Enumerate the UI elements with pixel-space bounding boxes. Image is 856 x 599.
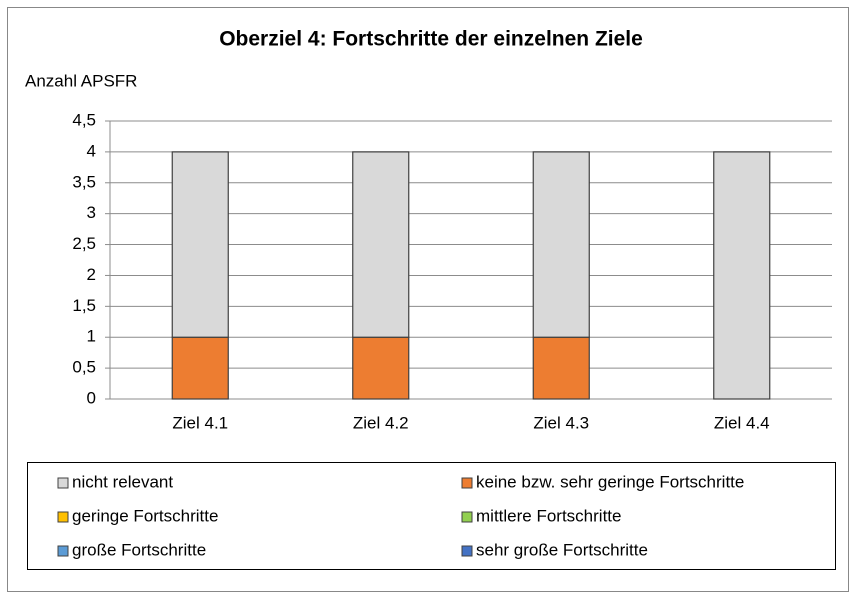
y-tick-label: 4,5 xyxy=(72,110,96,129)
bar-segment xyxy=(171,336,229,400)
bar-segment xyxy=(532,151,590,338)
bar-segment xyxy=(352,151,410,338)
legend-label: geringe Fortschritte xyxy=(72,506,218,525)
y-tick-label: 1,5 xyxy=(72,296,96,315)
x-tick-label: Ziel 4.3 xyxy=(533,413,589,432)
legend-box xyxy=(27,462,836,570)
legend-swatch xyxy=(57,477,69,489)
legend-label: sehr große Fortschritte xyxy=(476,540,648,559)
bar-segment xyxy=(171,151,229,338)
y-tick-label: 0,5 xyxy=(72,358,96,377)
x-tick-label: Ziel 4.1 xyxy=(172,413,228,432)
legend-swatch xyxy=(461,545,473,557)
bar-segment xyxy=(713,151,771,400)
y-tick-label: 3 xyxy=(87,203,96,222)
y-tick-label: 2 xyxy=(87,265,96,284)
bar-segment xyxy=(532,336,590,400)
legend-swatch xyxy=(57,545,69,557)
x-tick-label: Ziel 4.2 xyxy=(353,413,409,432)
legend-swatch xyxy=(57,511,69,523)
legend-label: mittlere Fortschritte xyxy=(476,506,621,525)
chart-title: Oberziel 4: Fortschritte der einzelnen Z… xyxy=(219,28,643,51)
y-tick-label: 0 xyxy=(87,388,96,407)
bar-segment xyxy=(352,336,410,400)
y-tick-label: 1 xyxy=(87,327,96,346)
x-tick-label: Ziel 4.4 xyxy=(714,413,770,432)
y-tick-label: 4 xyxy=(87,141,96,160)
y-tick-label: 2,5 xyxy=(72,234,96,253)
y-axis-label: Anzahl APSFR xyxy=(25,71,137,90)
y-tick-label: 3,5 xyxy=(72,172,96,191)
legend-label: nicht relevant xyxy=(72,472,173,491)
legend-label: große Fortschritte xyxy=(72,540,206,559)
legend-swatch xyxy=(461,511,473,523)
legend-label: keine bzw. sehr geringe Fortschritte xyxy=(476,472,744,491)
legend-swatch xyxy=(461,477,473,489)
